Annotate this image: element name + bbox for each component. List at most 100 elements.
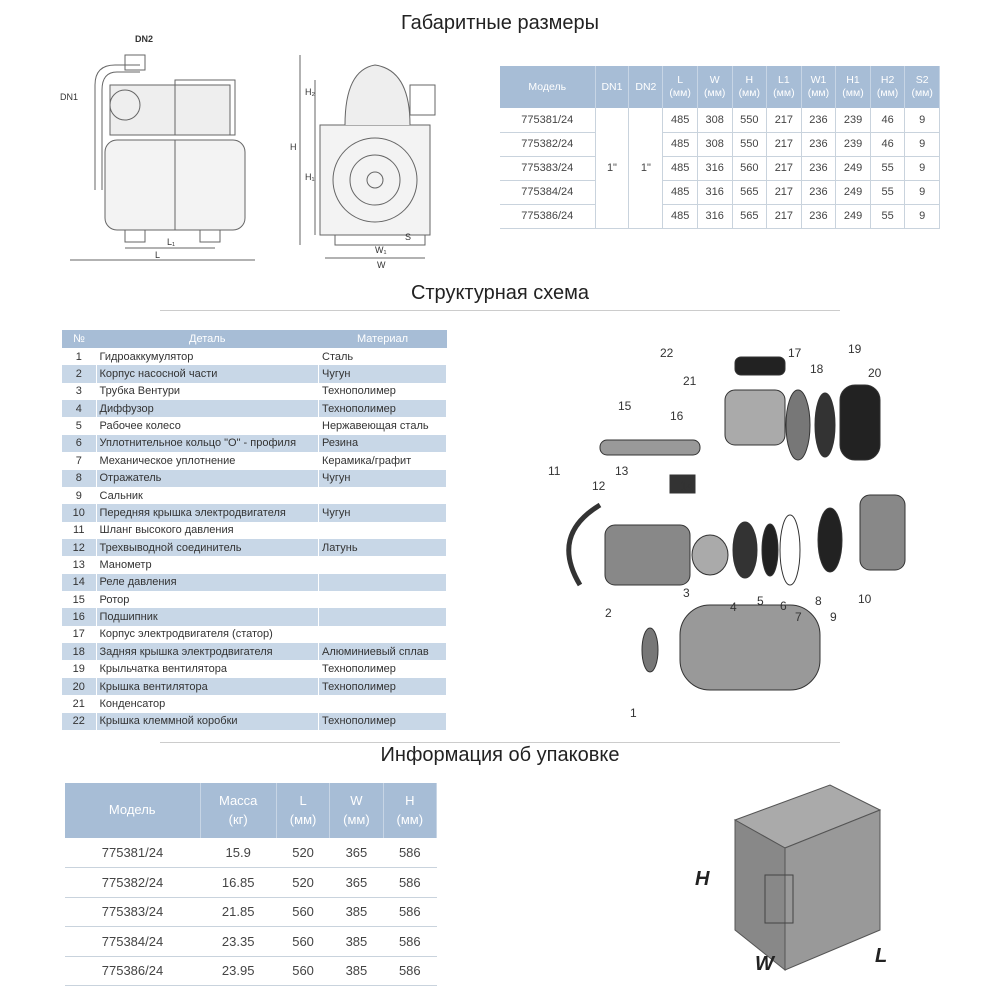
value-cell: 236	[801, 132, 837, 157]
table-row: 775382/24 485 308 550 217 236 239 46 9	[500, 132, 940, 157]
part-material: Латунь	[318, 538, 447, 557]
value-cell: 308	[697, 108, 733, 133]
value-cell: 55	[870, 204, 906, 229]
part-number: 19	[62, 660, 97, 678]
value-cell: 46	[870, 132, 906, 157]
part-name: Подшипник	[96, 608, 319, 626]
w1-label: W₁	[375, 245, 387, 255]
table-row: 6 Уплотнительное кольцо "О" - профиля Рези…	[62, 434, 447, 453]
table-row: 12 Трехвыводной соединитель Латунь	[62, 538, 447, 557]
value-cell: 565	[732, 180, 768, 205]
part-material	[318, 486, 447, 505]
part-callout-label: 19	[848, 342, 862, 356]
part-callout-label: 9	[830, 610, 837, 624]
part-material: Чугун	[318, 365, 447, 383]
table-row: 2 Корпус насосной части Чугун	[62, 365, 447, 383]
part-number: 22	[62, 712, 97, 730]
table-row: 775381/24 15.9 520 365 586	[65, 838, 437, 868]
part-material: Чугун	[318, 469, 447, 487]
table-row: 20 Крышка вентилятора Технополимер	[62, 677, 447, 696]
column-header: DN1	[595, 66, 630, 108]
column-header: №	[62, 330, 96, 348]
part-material: Технополимер	[318, 400, 447, 418]
part-callout-label: 7	[795, 610, 802, 624]
header-row: Модель Масса (кг) L (мм) W (мм) H (мм)	[65, 783, 438, 838]
table-row: 15 Ротор	[62, 591, 447, 609]
table-row: 17 Корпус электродвигателя (статор)	[62, 625, 447, 644]
part-callout-label: 13	[615, 464, 629, 478]
value-cell: 9	[904, 108, 940, 133]
package-box-illustration: H W L	[695, 784, 887, 975]
model-cell: 775381/24	[500, 108, 596, 133]
column-header: H (мм)	[732, 66, 768, 108]
model-cell: 775383/24	[65, 897, 200, 927]
value-cell: 586	[383, 867, 437, 898]
table-row: 775383/24 21.85 560 385 586	[65, 897, 437, 927]
column-header: W (мм)	[329, 783, 384, 838]
table-row: 11 Шланг высокого давления	[62, 521, 447, 539]
part-callout-label: 18	[810, 362, 824, 376]
box-l-label: L	[875, 945, 887, 967]
column-header: H1 (мм)	[835, 66, 871, 108]
column-header: H (мм)	[383, 783, 438, 838]
part-callout-label: 21	[683, 374, 697, 388]
divider	[160, 310, 840, 311]
value-cell: 9	[904, 204, 940, 229]
column-header: S2 (мм)	[904, 66, 940, 108]
value-cell: 9	[904, 132, 940, 157]
part-material: Технополимер	[318, 712, 447, 730]
value-cell: 520	[276, 838, 330, 868]
part-number: 17	[62, 625, 97, 644]
dimensions-table: Модель DN1 DN2 L (мм) W (мм) H (мм) L1 (мм) W1 …	[500, 66, 940, 229]
part-name: Отражатель	[96, 469, 319, 487]
column-header: H2 (мм)	[870, 66, 906, 108]
column-header: Материал	[318, 330, 447, 348]
pump-front-view-drawing: H H₂ H₁ S W₁ W	[290, 55, 436, 270]
part-callout-label: 17	[788, 346, 802, 360]
value-cell: 365	[329, 838, 384, 868]
value-cell: 586	[383, 838, 437, 868]
table-row: 775384/24 23.35 560 385 586	[65, 926, 437, 957]
value-cell: 217	[766, 204, 802, 229]
column-header: Масса (кг)	[200, 783, 277, 838]
w-label: W	[377, 260, 386, 270]
value-cell: 21.85	[200, 897, 277, 927]
model-cell: 775384/24	[500, 180, 596, 205]
part-callout-label: 4	[730, 600, 737, 614]
part-number: 5	[62, 417, 97, 435]
value-cell: 15.9	[200, 838, 277, 868]
part-number: 12	[62, 538, 97, 557]
part-number: 14	[62, 573, 97, 592]
table-row: 9 Сальник	[62, 486, 447, 505]
h-label: H	[290, 142, 297, 152]
table-row: 775383/24 485 316 560 217 236 249 55 9	[500, 156, 940, 181]
part-material: Технополимер	[318, 677, 447, 696]
value-cell: 485	[662, 108, 698, 133]
part-number: 2	[62, 365, 97, 383]
l-label: L	[155, 250, 160, 260]
value-cell: 565	[732, 204, 768, 229]
part-material	[318, 556, 447, 574]
part-callout-label: 12	[592, 479, 606, 493]
value-cell: 55	[870, 180, 906, 205]
part-name: Задняя крышка электродвигателя	[96, 643, 319, 661]
table-row: 3 Трубка Вентури Технополимер	[62, 382, 447, 401]
value-cell: 550	[732, 108, 768, 133]
header-row: № Деталь Материал	[62, 330, 447, 348]
table-row: 16 Подшипник	[62, 608, 447, 626]
part-name: Рабочее колесо	[96, 417, 319, 435]
value-cell: 46	[870, 108, 906, 133]
part-material: Технополимер	[318, 660, 447, 678]
part-material	[318, 591, 447, 609]
table-row: 13 Манометр	[62, 556, 447, 574]
table-row: 8 Отражатель Чугун	[62, 469, 447, 487]
value-cell: 217	[766, 108, 802, 133]
part-name: Сальник	[96, 486, 319, 505]
part-material: Алюминиевый сплав	[318, 643, 447, 661]
table-row: 775381/24 1" 1" 485 308 550 217 236 239 46 9	[500, 108, 940, 229]
column-header: L (мм)	[662, 66, 698, 108]
parts-table: № Деталь Материал 1 Гидроаккумулятор Сталь 2 Ко…	[62, 330, 447, 730]
part-callout-label: 5	[757, 594, 764, 608]
part-callout-label: 20	[868, 366, 882, 380]
value-cell: 217	[766, 132, 802, 157]
